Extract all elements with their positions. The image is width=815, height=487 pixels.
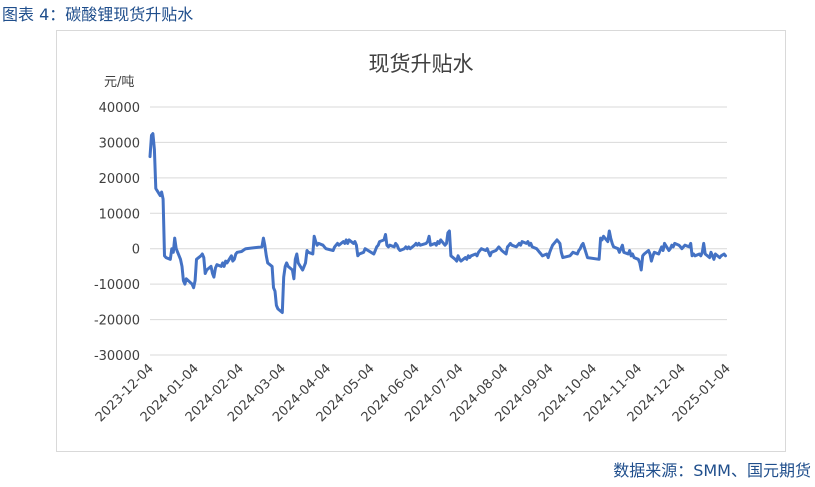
y-tick-label: 30000	[99, 136, 140, 151]
figure-caption: 图表 4：碳酸锂现货升贴水	[2, 5, 194, 24]
y-tick-label: -10000	[94, 278, 140, 293]
y-axis-unit-label: 元/吨	[104, 75, 134, 90]
chart-title: 现货升贴水	[369, 52, 474, 76]
chart-frame	[56, 30, 786, 452]
y-tick-label: 40000	[99, 101, 140, 116]
series-line-0	[148, 132, 727, 314]
y-tick-label: -30000	[94, 349, 140, 364]
source-note: 数据来源：SMM、国元期货	[613, 461, 811, 480]
y-axis-tick-labels: 40000 30000 20000 10000 0 -10000 -20000 -30000	[94, 101, 140, 364]
y-tick-label: -20000	[94, 314, 140, 329]
y-tick-label: 0	[132, 243, 140, 258]
x-axis-tick-labels: 2023-12-042024-01-042024-02-042024-03-04…	[93, 361, 734, 425]
series-group	[148, 132, 727, 314]
y-tick-label: 10000	[99, 207, 140, 222]
gridlines	[150, 106, 727, 356]
y-tick-label: 20000	[99, 172, 140, 187]
